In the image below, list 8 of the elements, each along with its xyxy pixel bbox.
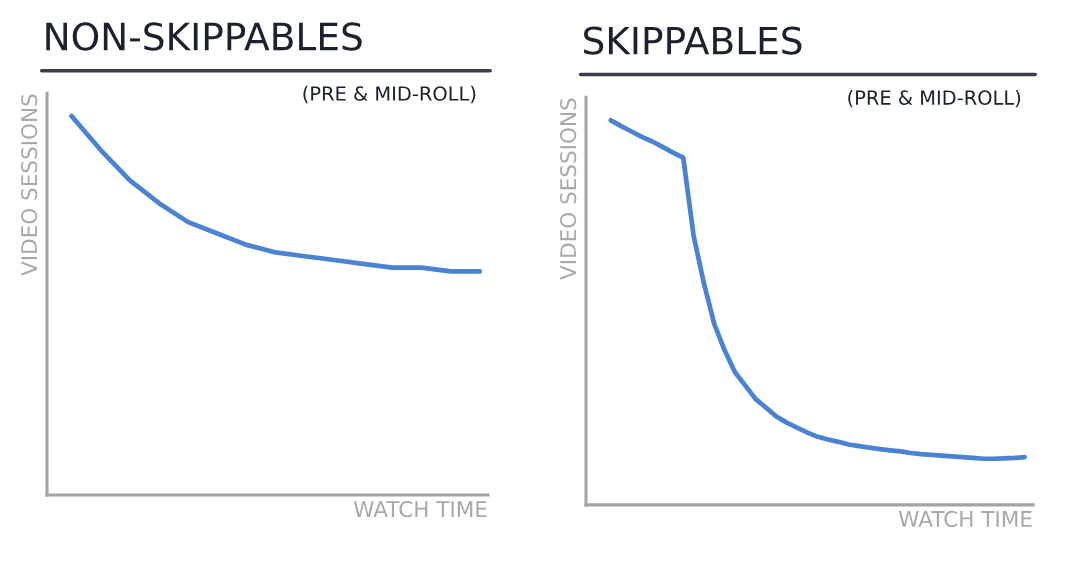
chart-title: NON-SKIPPABLES [46, 22, 362, 51]
x-axis-title: WATCH TIME [353, 500, 487, 518]
x-axis-title: WATCH TIME [898, 510, 1032, 528]
chart-title: SKIPPABLES [583, 26, 802, 55]
chart-subtitle: (PRE & MID-ROLL) [848, 89, 1021, 108]
y-axis-title: VIDEO SESSIONS [559, 98, 577, 280]
y-axis-title: VIDEO SESSIONS [21, 94, 38, 276]
chart-subtitle: (PRE & MID-ROLL) [303, 85, 476, 104]
